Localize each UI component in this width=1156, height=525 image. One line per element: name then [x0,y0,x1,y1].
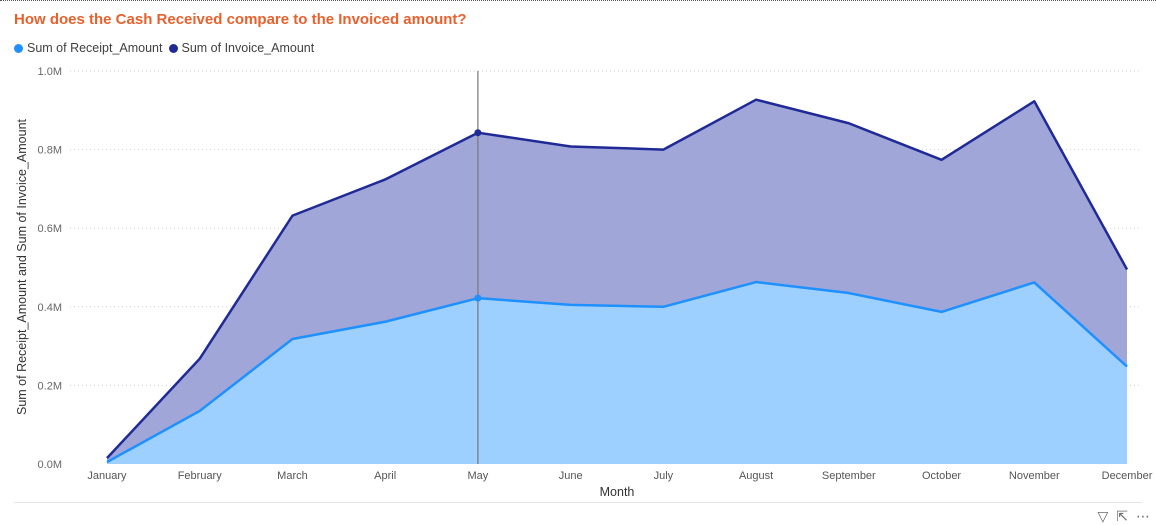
focus-mode-icon[interactable]: ⇱ [1116,508,1128,524]
y-axis-title: Sum of Receipt_Amount and Sum of Invoice… [15,118,29,415]
legend-invoice-label: Sum of Invoice_Amount [181,41,315,55]
x-axis-ticks: January February March April May June July Augu… [87,470,1152,482]
areas [107,99,1127,465]
legend-receipt-dot-icon [14,43,23,53]
area-receipt [107,282,1127,464]
x-tick-label-december: December [1102,470,1153,482]
x-tick-label-november: November [1009,470,1060,482]
y-axis-ticks: 0.0M 0.2M 0.4M 0.6M 0.8M 1.0M [38,66,62,471]
x-tick-label-september: September [822,470,876,482]
line-receipt[interactable] [106,280,1128,464]
x-tick-label-july: July [654,470,674,482]
x-tick-label-october: October [922,470,961,482]
x-tick-label-june: June [559,470,583,482]
hover-point-invoice[interactable] [474,129,482,137]
y-tick-label-4: 0.8M [38,145,62,157]
legend-item-receipt[interactable]: Sum of Receipt_Amount [14,41,163,55]
y-tick-label-0: 0.0M [38,459,62,471]
line-invoice[interactable] [106,98,1129,459]
x-tick-label-january: January [87,470,127,482]
x-axis-title: Month [600,485,635,499]
x-tick-label-may: May [468,470,489,482]
legend: Sum of Receipt_Amount Sum of Invoice_Amo… [14,41,320,55]
visual-footer-divider [14,502,1142,503]
x-tick-label-august: August [739,470,773,482]
visual-border [0,0,1156,1]
hover-point-receipt[interactable] [474,294,482,302]
series-lines[interactable] [106,98,1129,464]
filter-icon[interactable]: ▽ [1097,508,1109,524]
x-tick-label-april: April [374,470,396,482]
y-tick-label-5: 1.0M [38,66,62,78]
legend-receipt-label: Sum of Receipt_Amount [27,41,163,55]
more-options-icon[interactable]: ⋯ [1136,508,1150,524]
y-tick-label-2: 0.4M [38,302,62,314]
chart-title: How does the Cash Received compare to th… [14,11,467,28]
y-tick-label-1: 0.2M [38,380,62,392]
x-tick-label-february: February [178,470,223,482]
hover-points[interactable] [474,129,482,302]
x-tick-label-march: March [277,470,308,482]
legend-item-invoice[interactable]: Sum of Invoice_Amount [168,41,315,55]
legend-invoice-dot-icon [168,43,178,53]
y-tick-label-3: 0.6M [38,223,62,235]
visual-footer-icons: ▽ ⇱ ⋯ [1097,508,1150,525]
